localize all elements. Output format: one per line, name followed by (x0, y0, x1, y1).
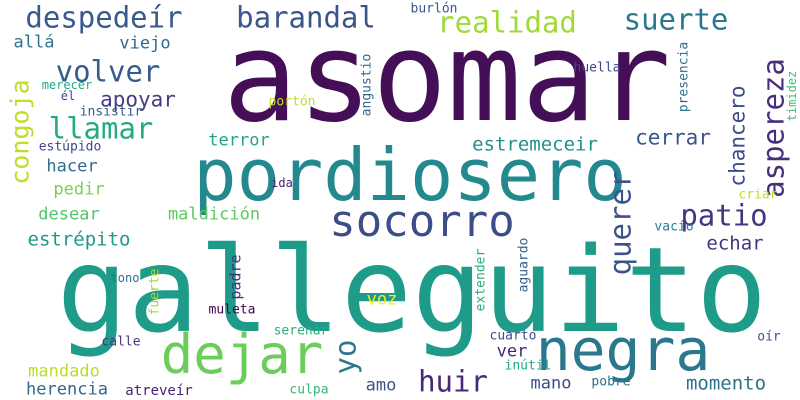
word-porton: portón (268, 94, 316, 110)
word-socorro: socorro (329, 196, 515, 247)
word-atreveir: atreveír (125, 383, 193, 399)
word-pobre: pobre (591, 374, 631, 390)
word-herencia: herencia (26, 379, 108, 400)
word-huir: huir (418, 364, 488, 399)
word-el: él (60, 89, 76, 103)
word-negra: negra (535, 316, 711, 384)
word-serenar: serenar (273, 323, 329, 339)
word-volver: volver (55, 54, 161, 89)
word-realidad: realidad (437, 5, 577, 40)
word-oir: oír (757, 329, 781, 345)
word-chancero: chancero (725, 85, 750, 187)
word-barandal: barandal (236, 0, 376, 35)
word-momento: momento (685, 372, 767, 395)
word-cuarto: cuarto (489, 328, 537, 344)
word-mano: mano (530, 373, 572, 394)
word-amo: amo (365, 375, 397, 396)
word-ver: ver (496, 341, 528, 362)
word-echar: echar (706, 232, 764, 255)
word-estupido: estúpido (38, 139, 102, 155)
word-maldicion: maldición (167, 204, 261, 225)
word-cerrar: cerrar (635, 125, 711, 150)
word-estrepito: estrépito (27, 228, 131, 251)
word-calle: calle (101, 334, 141, 350)
word-despedeir: despedeír (25, 0, 183, 35)
word-presencia: presencia (676, 41, 692, 113)
word-burlon: burlón (410, 1, 458, 17)
word-extender: extender (473, 248, 489, 312)
word-alla: allá (13, 32, 55, 53)
word-apoyar: apoyar (100, 87, 176, 112)
word-inutil: inútil (504, 358, 552, 374)
word-galleguito: galleguito (56, 221, 768, 359)
word-merecer: merecer (41, 78, 93, 92)
word-desear: desear (38, 204, 100, 225)
word-viejo: viejo (119, 33, 171, 54)
word-querer: querer (603, 170, 638, 276)
word-fuerte: fuerte (147, 268, 163, 316)
word-estremeceir: estremeceir (472, 133, 598, 156)
word-pordiosero: pordiosero (193, 133, 627, 217)
word-padre: padre (226, 254, 245, 300)
word-mandado: mandado (28, 361, 100, 382)
word-yo: yo (328, 339, 363, 375)
word-terror: terror (208, 130, 270, 151)
word-tono: tono (110, 271, 140, 285)
word-culpa: culpa (289, 382, 329, 398)
word-asomar: asomar (223, 6, 671, 150)
word-hacer: hacer (46, 156, 98, 177)
word-dejar: dejar (160, 323, 324, 386)
word-pedir: pedir (53, 179, 105, 200)
word-ida: ida (271, 176, 293, 190)
word-insistir: insistir (79, 104, 143, 120)
word-patio: patio (680, 198, 768, 233)
word-timidez: timidez (785, 70, 799, 122)
word-angustio: angustio (359, 53, 375, 117)
word-congoja: congoja (5, 79, 35, 185)
word-voz: voz (366, 289, 398, 310)
word-huella: huella (573, 60, 621, 76)
word-suerte: suerte (623, 2, 729, 37)
word-aguardo: aguardo (516, 237, 532, 293)
word-criar: criar (738, 187, 778, 203)
word-muleta: muleta (208, 302, 256, 318)
word-llamar: llamar (48, 111, 154, 146)
word-vacio: vacío (654, 219, 694, 235)
